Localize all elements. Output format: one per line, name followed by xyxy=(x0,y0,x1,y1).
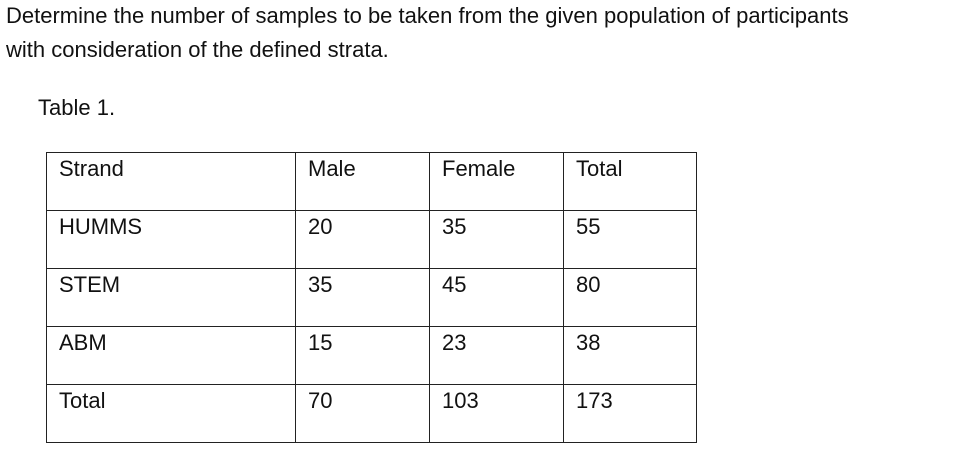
data-table: Strand Male Female Total HUMMS 20 35 55 STEM 35 45… xyxy=(46,152,697,443)
table-cell: 20 xyxy=(295,210,430,269)
table-row: HUMMS 20 35 55 xyxy=(46,210,697,269)
question-line: with consideration of the defined strata… xyxy=(6,37,389,62)
table-cell: 103 xyxy=(429,384,564,443)
table-cell: 35 xyxy=(295,268,430,327)
table-cell: 55 xyxy=(563,210,697,269)
header-cell: Strand xyxy=(46,152,296,211)
table-row: ABM 15 23 38 xyxy=(46,326,697,385)
table-cell: 15 xyxy=(295,326,430,385)
header-cell: Total xyxy=(563,152,697,211)
table-row: Total 70 103 173 xyxy=(46,384,697,443)
table-cell: 38 xyxy=(563,326,697,385)
table-cell: 35 xyxy=(429,210,564,269)
table-cell: 23 xyxy=(429,326,564,385)
table-caption: Table 1. xyxy=(38,95,116,120)
header-cell: Female xyxy=(429,152,564,211)
table-cell: ABM xyxy=(46,326,296,385)
table-cell: Total xyxy=(46,384,296,443)
table-row: STEM 35 45 80 xyxy=(46,268,697,327)
header-row: Strand Male Female Total xyxy=(46,152,697,211)
table-cell: HUMMS xyxy=(46,210,296,269)
table-cell: 173 xyxy=(563,384,697,443)
table-cell: 45 xyxy=(429,268,564,327)
table-cell: STEM xyxy=(46,268,296,327)
question-line: Determine the number of samples to be ta… xyxy=(6,3,849,28)
table-cell: 80 xyxy=(563,268,697,327)
table-cell: 70 xyxy=(295,384,430,443)
header-cell: Male xyxy=(295,152,430,211)
